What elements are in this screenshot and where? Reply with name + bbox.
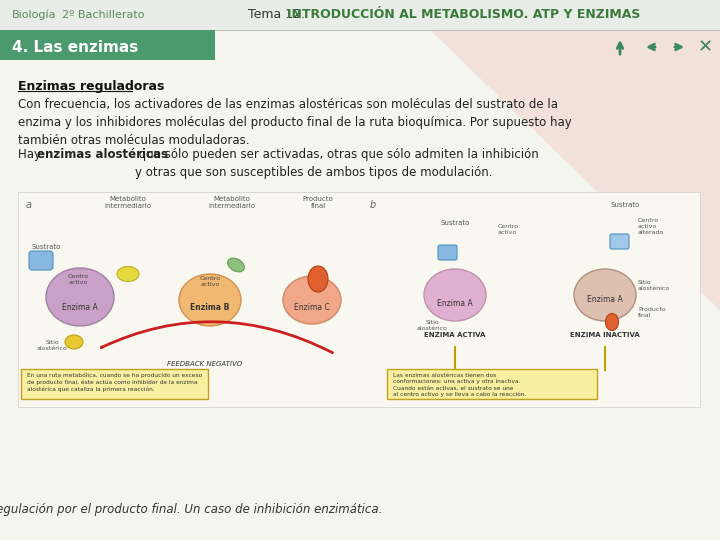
Text: 4. Las enzimas: 4. Las enzimas [12, 39, 138, 55]
Text: b: b [370, 200, 377, 210]
Text: Enzima C: Enzima C [294, 303, 330, 313]
Text: Enzima B: Enzima B [190, 303, 230, 313]
Ellipse shape [283, 276, 341, 324]
Text: enzimas alostéricas: enzimas alostéricas [37, 148, 168, 161]
Text: que sólo pueden ser activadas, otras que sólo admiten la inhibición
y otras que : que sólo pueden ser activadas, otras que… [135, 148, 539, 179]
Text: FEEDBACK NEGATIVO: FEEDBACK NEGATIVO [167, 361, 243, 367]
Text: Sitio
alosténico: Sitio alosténico [638, 280, 670, 291]
Text: Metabolito
intermediario: Metabolito intermediario [104, 196, 151, 210]
Text: Centro
activo: Centro activo [68, 274, 89, 285]
Ellipse shape [606, 314, 618, 330]
Ellipse shape [228, 258, 244, 272]
Text: Las enzimas alostéricas tienen dos
conformaciones: una activa y otra inactiva.
C: Las enzimas alostéricas tienen dos confo… [393, 373, 526, 397]
Ellipse shape [308, 266, 328, 292]
FancyArrowPatch shape [102, 322, 333, 353]
Text: Centro
activo: Centro activo [498, 224, 519, 235]
Text: ENZIMA INACTIVA: ENZIMA INACTIVA [570, 332, 640, 338]
Text: Producto
final: Producto final [638, 307, 666, 318]
Ellipse shape [117, 267, 139, 281]
Text: Sustrato: Sustrato [31, 244, 60, 250]
Text: Tema 12.: Tema 12. [248, 9, 309, 22]
FancyBboxPatch shape [29, 251, 53, 270]
FancyBboxPatch shape [610, 234, 629, 249]
Text: Sitio
alostérico: Sitio alostérico [37, 340, 68, 351]
Text: Con frecuencia, los activadores de las enzimas alostéricas son moléculas del sus: Con frecuencia, los activadores de las e… [18, 98, 572, 147]
Text: Enzimas reguladoras: Enzimas reguladoras [18, 80, 164, 93]
Text: ENZIMA ACTIVA: ENZIMA ACTIVA [424, 332, 486, 338]
Text: Metabolito
intermediario: Metabolito intermediario [209, 196, 256, 210]
FancyBboxPatch shape [0, 0, 720, 30]
Text: Sustrato: Sustrato [611, 202, 639, 208]
Ellipse shape [65, 335, 83, 349]
Text: Biología: Biología [12, 10, 56, 20]
Text: Regulación por el producto final. Un caso de inhibición enzimática.: Regulación por el producto final. Un cas… [0, 503, 382, 516]
Text: a: a [26, 200, 32, 210]
Text: Enzima A: Enzima A [587, 295, 623, 305]
FancyBboxPatch shape [438, 245, 457, 260]
Text: ✕: ✕ [698, 38, 713, 56]
FancyBboxPatch shape [387, 369, 597, 399]
Text: 2º Bachillerato: 2º Bachillerato [62, 10, 145, 20]
Ellipse shape [46, 268, 114, 326]
Text: Sitio
alostérico: Sitio alostérico [417, 320, 447, 331]
Text: Sustrato: Sustrato [441, 220, 469, 226]
FancyBboxPatch shape [21, 369, 208, 399]
Ellipse shape [424, 269, 486, 321]
Polygon shape [430, 30, 720, 310]
Text: INTRODUCCIÓN AL METABOLISMO. ATP Y ENZIMAS: INTRODUCCIÓN AL METABOLISMO. ATP Y ENZIM… [287, 9, 640, 22]
FancyBboxPatch shape [18, 192, 700, 407]
Text: Hay: Hay [18, 148, 45, 161]
Ellipse shape [179, 274, 241, 326]
Text: Centro
activo: Centro activo [199, 276, 220, 287]
FancyBboxPatch shape [0, 30, 215, 60]
Text: Producto
final: Producto final [302, 196, 333, 210]
Text: Enzima A: Enzima A [62, 302, 98, 312]
Ellipse shape [574, 269, 636, 321]
Text: En una ruta metabólica, cuando se ha producido un exceso
de producto final, éste: En una ruta metabólica, cuando se ha pro… [27, 373, 202, 392]
Text: Centro
activo
alterado: Centro activo alterado [638, 218, 665, 234]
Text: Enzima A: Enzima A [437, 299, 473, 307]
